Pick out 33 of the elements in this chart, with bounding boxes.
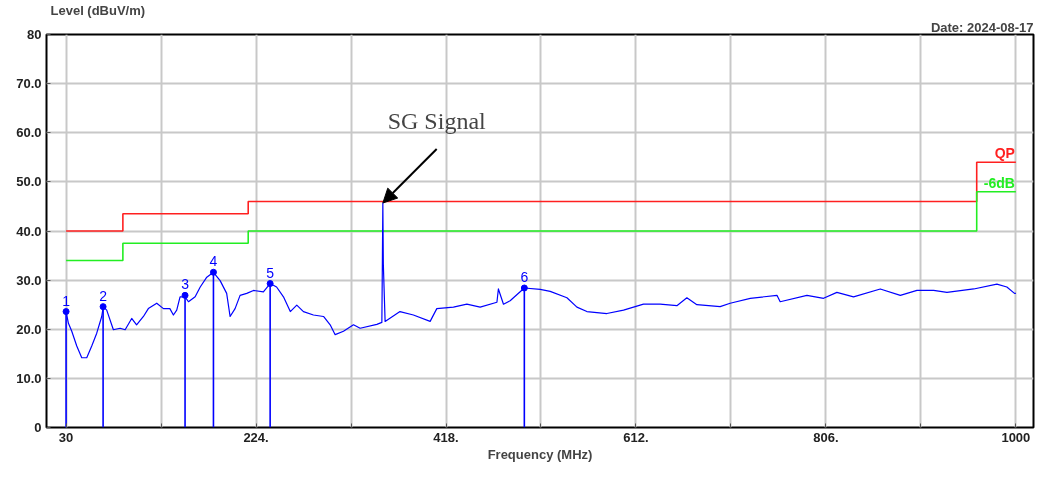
point — [99, 303, 107, 311]
x-tick-label: 806. — [813, 429, 839, 445]
y-tick-label: 80 — [27, 27, 42, 42]
x-axis-title: Frequency (MHz) — [487, 446, 593, 462]
y-axis-title: Level (dBuV/m) — [50, 2, 146, 18]
y-tick-label: 0 — [34, 420, 42, 435]
annotation: SG Signal — [387, 108, 487, 135]
x-tick-label: 224. — [243, 429, 269, 445]
point — [209, 268, 217, 276]
x-tick-label: 30 — [58, 429, 74, 445]
x-tick-label: 1000 — [1001, 429, 1031, 445]
y-tick-label: 70.0 — [16, 76, 42, 92]
annotation: 1 — [62, 292, 71, 309]
series-label: QP — [994, 145, 1015, 162]
point — [181, 291, 189, 299]
y-tick-label: 50.0 — [16, 174, 42, 190]
x-tick-label: 418. — [433, 429, 459, 445]
x-tick-label: 612. — [623, 429, 649, 445]
y-tick-label: 10.0 — [16, 370, 42, 386]
point — [266, 280, 274, 288]
annotation: 6 — [520, 268, 529, 285]
annotation: Date: 2024-08-17 — [930, 19, 1034, 35]
point — [520, 284, 528, 292]
point — [62, 308, 70, 316]
y-tick-label: 30.0 — [16, 272, 42, 288]
annotation: 3 — [181, 276, 190, 293]
y-tick-label: 20.0 — [16, 321, 42, 337]
annotation: 5 — [266, 264, 275, 281]
y-tick-label: 60.0 — [16, 125, 42, 141]
y-tick-label: 40.0 — [16, 223, 42, 239]
series-label: -6dB — [983, 174, 1015, 191]
annotation: 4 — [209, 253, 218, 270]
annotation: 2 — [99, 287, 108, 304]
